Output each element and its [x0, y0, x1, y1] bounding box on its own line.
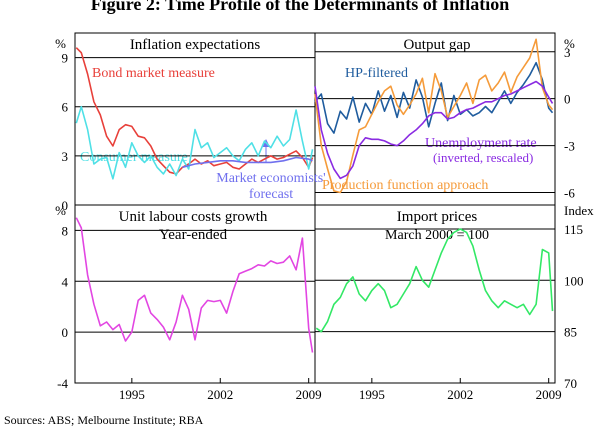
ytick-label-output: -6	[564, 185, 575, 200]
unit-label-output: %	[564, 36, 575, 51]
ytick-label-ulc: 4	[62, 274, 69, 289]
figure-title: Figure 2: Time Profile of the Determinan…	[90, 0, 510, 14]
xtick-label-ulc: 1995	[119, 387, 145, 402]
xtick-label-ulc: 2002	[207, 387, 233, 402]
unit-label-import: Index	[564, 203, 594, 218]
ytick-label-ulc: 0	[62, 325, 69, 340]
production-label: Production function approach	[322, 178, 488, 193]
series-line-bond-market-measure	[75, 47, 314, 175]
series-line-consumer-measure	[75, 105, 314, 180]
hp-label: HP-filtered	[345, 66, 408, 81]
series-line-unemployment-rate-inverted-rescaled	[314, 80, 554, 180]
xtick-label-ulc: 2009	[296, 387, 322, 402]
ytick-label-import: 100	[564, 273, 584, 288]
sources-note: Sources: ABS; Melbourne Institute; RBA	[4, 413, 204, 427]
ytick-label-import: 70	[564, 376, 577, 391]
ytick-label-output: 0	[564, 92, 571, 107]
unit-label-inflation: %	[55, 36, 66, 51]
ytick-label-import: 115	[564, 222, 583, 237]
xtick-label-import: 2009	[536, 387, 562, 402]
panel-title-ulc: Unit labour costs growth	[119, 209, 268, 225]
ytick-label-inflation: 3	[62, 149, 69, 164]
unemployment-label-1: Unemployment rate	[425, 136, 537, 151]
panel-title-inflation: Inflation expectations	[130, 37, 261, 53]
bond-label: Bond market measure	[92, 66, 215, 81]
ytick-label-inflation: 0	[62, 198, 69, 213]
ytick-label-inflation: 9	[62, 51, 69, 66]
ytick-label-output: 3	[564, 45, 571, 60]
ytick-label-ulc: -4	[57, 376, 68, 391]
series-line-unit-labour-costs-growth	[75, 217, 314, 353]
panel-title-import: Import prices	[397, 209, 478, 225]
ytick-label-import: 85	[564, 325, 577, 340]
ytick-label-ulc: 8	[62, 223, 69, 238]
series-line-market-economists-forecast	[182, 156, 313, 169]
series-line-hp-filtered	[314, 61, 554, 134]
panel-title-output: Output gap	[403, 37, 470, 53]
unemployment-label-2: (inverted, rescaled)	[433, 150, 533, 165]
economists-label-1: Market economists'	[216, 171, 325, 186]
panel-subtitle-ulc: Year-ended	[159, 227, 228, 243]
xtick-label-import: 1995	[359, 387, 385, 402]
panel-frames	[74, 32, 556, 384]
series-line-production-function-approach	[314, 38, 554, 194]
economists-label-2: forecast	[249, 187, 293, 202]
series-line-import-prices	[315, 228, 554, 333]
panel-subtitle-import: March 2000 = 100	[385, 228, 489, 243]
unit-label-ulc: %	[55, 203, 66, 218]
xtick-label-import: 2002	[447, 387, 473, 402]
ytick-label-inflation: 6	[62, 100, 69, 115]
ytick-label-output: -3	[564, 139, 575, 154]
